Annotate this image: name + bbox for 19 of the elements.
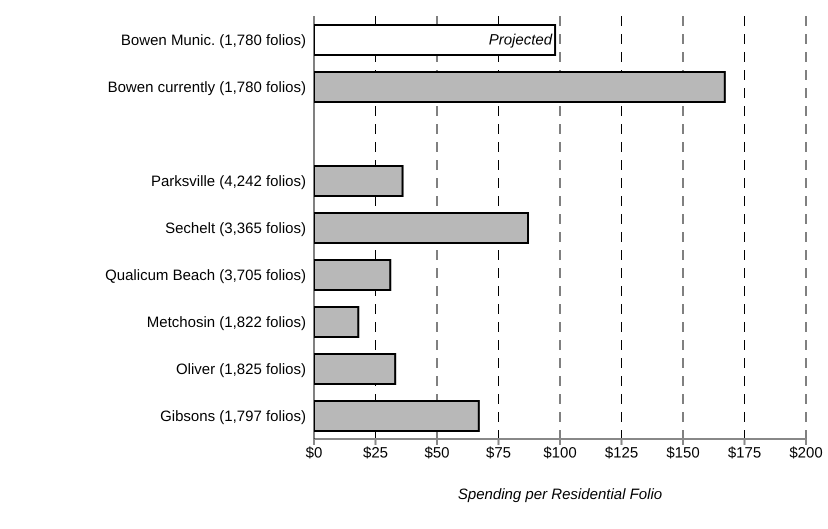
x-tick-label: $25 bbox=[362, 444, 388, 462]
y-tick-label: Qualicum Beach (3,705 folios) bbox=[105, 266, 306, 284]
x-tick-label: $50 bbox=[424, 444, 450, 462]
x-tick-label: $150 bbox=[666, 444, 700, 462]
y-tick-label: Bowen Munic. (1,780 folios) bbox=[120, 32, 306, 49]
x-tick-label: $100 bbox=[543, 444, 577, 462]
y-tick-label: Sechelt (3,365 folios) bbox=[165, 220, 306, 237]
x-axis-title: Spending per Residential Folio bbox=[458, 486, 662, 503]
annotation: Projected bbox=[488, 32, 553, 48]
x-tick-label: $75 bbox=[486, 444, 512, 462]
x-tick-label: $175 bbox=[728, 444, 762, 462]
y-tick-label: Bowen currently (1,780 folios) bbox=[108, 78, 306, 96]
y-tick-label: Metchosin (1,822 folios) bbox=[146, 314, 306, 331]
x-tick-label: $0 bbox=[306, 444, 322, 462]
x-tick-label: $200 bbox=[789, 444, 823, 462]
x-tick-label: $125 bbox=[604, 444, 638, 462]
y-tick-label: Gibsons (1,797 folios) bbox=[160, 408, 306, 425]
y-tick-label: Oliver (1,825 folios) bbox=[176, 360, 306, 378]
y-tick-label: Parksville (4,242 folios) bbox=[150, 172, 306, 190]
